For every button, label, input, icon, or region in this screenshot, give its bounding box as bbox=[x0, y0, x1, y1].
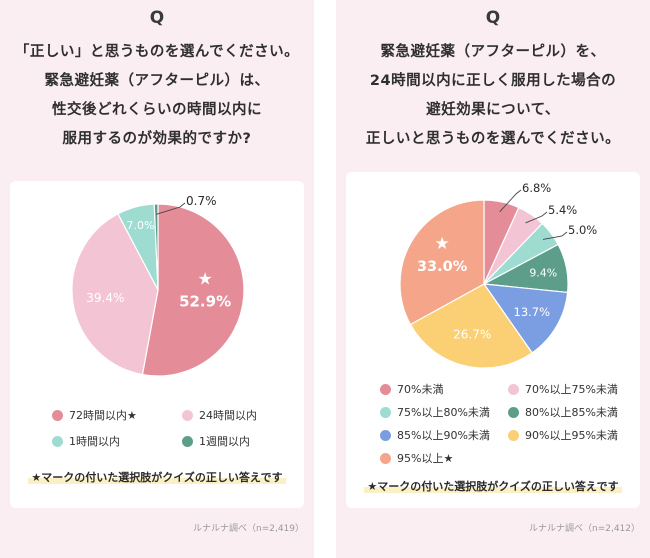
legend-label: 1週間以内 bbox=[199, 435, 250, 448]
pie-slice bbox=[153, 203, 159, 291]
question-text: 「正しい」と思うものを選んでください。 緊急避妊薬（アフターピル）は、 性交後ど… bbox=[8, 38, 306, 154]
legend-label: 80%以上85%未満 bbox=[525, 406, 618, 419]
source-note: ルナルナ調べ（n=2,412） bbox=[528, 524, 640, 534]
pie-slice bbox=[482, 283, 569, 354]
leader-line bbox=[525, 211, 548, 224]
legend-label: 24時間以内 bbox=[199, 409, 257, 422]
correct-star-marker: ★ bbox=[197, 269, 212, 289]
right-panel: Q 緊急避妊薬（アフターピル）を、 24時間以内に正しく服用した場合の 避妊効果… bbox=[336, 0, 650, 558]
chart-card: 6.8% 5.4% 5.0% 9.4% 13.7% 26.7% ★ 33.0% 70%未満 7… bbox=[346, 172, 640, 508]
slice-value-label: 6.8% bbox=[522, 181, 551, 195]
question-mark: Q bbox=[149, 8, 165, 28]
slice-value-label: 52.9% bbox=[179, 292, 231, 310]
legend-swatch bbox=[508, 406, 519, 418]
legend-swatch bbox=[182, 409, 193, 421]
legend-label: 95%以上★ bbox=[397, 452, 454, 465]
answer-note-text: ★マークの付いた選択肢がクイズの正しい答えです bbox=[364, 480, 622, 493]
legend-item: 90%以上95%未満 bbox=[508, 427, 618, 443]
legend-item: 72時間以内★ bbox=[52, 407, 137, 423]
legend-label: 90%以上95%未満 bbox=[525, 429, 618, 442]
correct-star-marker: ★ bbox=[434, 234, 449, 254]
question-text: 緊急避妊薬（アフターピル）を、 24時間以内に正しく服用した場合の 避妊効果につ… bbox=[344, 38, 642, 154]
legend-label: 72時間以内★ bbox=[69, 409, 137, 422]
question-line: 正しいと思うものを選んでください。 bbox=[365, 131, 621, 147]
question-line: 24時間以内に正しく服用した場合の bbox=[369, 73, 617, 89]
question-line: 「正しい」と思うものを選んでください。 bbox=[14, 44, 300, 60]
pie-slice bbox=[399, 199, 485, 326]
question-line: 性交後どれくらいの時間以内に bbox=[52, 102, 262, 118]
pie-slice bbox=[409, 283, 533, 369]
slice-value-label: 5.0% bbox=[568, 223, 597, 237]
answer-note-text: ★マークの付いた選択肢がクイズの正しい答えです bbox=[28, 471, 286, 484]
slice-value-label: 5.4% bbox=[548, 203, 577, 217]
slice-value-label: 26.7% bbox=[453, 328, 491, 342]
question-line: 服用するのが効果的ですか? bbox=[62, 131, 252, 147]
legend-item: 70%以上75%未満 bbox=[508, 381, 618, 397]
source-note: ルナルナ調べ（n=2,419） bbox=[192, 524, 304, 534]
question-line: 緊急避妊薬（アフターピル）は、 bbox=[44, 73, 270, 89]
legend-item: 85%以上90%未満 bbox=[380, 427, 490, 443]
question-mark: Q bbox=[485, 8, 501, 28]
legend-item: 1週間以内 bbox=[182, 433, 250, 449]
chart-card: ★ 52.9% 39.4% 7.0% 0.7% 72時間以内★ 24時間以内 1時間以内… bbox=[10, 181, 304, 508]
answer-note: ★マークの付いた選択肢がクイズの正しい答えです bbox=[346, 478, 640, 494]
legend-swatch bbox=[380, 429, 391, 441]
legend-swatch bbox=[182, 435, 193, 447]
legend-swatch bbox=[52, 409, 63, 421]
legend-item: 1時間以内 bbox=[52, 433, 120, 449]
pie-chart: 6.8% 5.4% 5.0% 9.4% 13.7% 26.7% ★ 33.0% bbox=[399, 181, 597, 369]
legend-item: 70%未満 bbox=[380, 381, 443, 397]
legend-label: 70%未満 bbox=[397, 383, 444, 396]
legend-swatch bbox=[52, 435, 63, 447]
legend-label: 70%以上75%未満 bbox=[525, 383, 618, 396]
legend-item: 95%以上★ bbox=[380, 450, 453, 466]
pie-slice bbox=[71, 213, 159, 376]
slice-value-label: 7.0% bbox=[127, 219, 155, 232]
slice-value-label: 9.4% bbox=[529, 266, 557, 279]
legend-item: 80%以上85%未満 bbox=[508, 404, 618, 420]
legend-label: 85%以上90%未満 bbox=[397, 429, 490, 442]
legend-swatch bbox=[380, 406, 391, 418]
legend-swatch bbox=[508, 383, 519, 395]
pie-chart: ★ 52.9% 39.4% 7.0% 0.7% bbox=[71, 194, 245, 377]
legend-swatch bbox=[508, 429, 519, 441]
left-panel: Q 「正しい」と思うものを選んでください。 緊急避妊薬（アフターピル）は、 性交… bbox=[0, 0, 314, 558]
question-line: 緊急避妊薬（アフターピル）を、 bbox=[380, 44, 606, 60]
slice-value-label: 33.0% bbox=[417, 259, 468, 275]
leader-line bbox=[499, 189, 522, 213]
legend-item: 75%以上80%未満 bbox=[380, 404, 490, 420]
leader-line bbox=[156, 202, 186, 215]
leader-line bbox=[542, 231, 568, 240]
answer-note: ★マークの付いた選択肢がクイズの正しい答えです bbox=[10, 469, 304, 485]
slice-value-label: 0.7% bbox=[186, 194, 217, 208]
pie-slice bbox=[141, 203, 245, 377]
legend-swatch bbox=[380, 383, 391, 395]
legend-label: 75%以上80%未満 bbox=[397, 406, 490, 419]
slice-value-label: 39.4% bbox=[86, 291, 124, 305]
question-line: 避妊効果について、 bbox=[426, 102, 560, 118]
legend-label: 1時間以内 bbox=[69, 435, 120, 448]
legend-swatch bbox=[380, 452, 391, 464]
slice-value-label: 13.7% bbox=[514, 305, 551, 319]
legend-item: 24時間以内 bbox=[182, 407, 257, 423]
